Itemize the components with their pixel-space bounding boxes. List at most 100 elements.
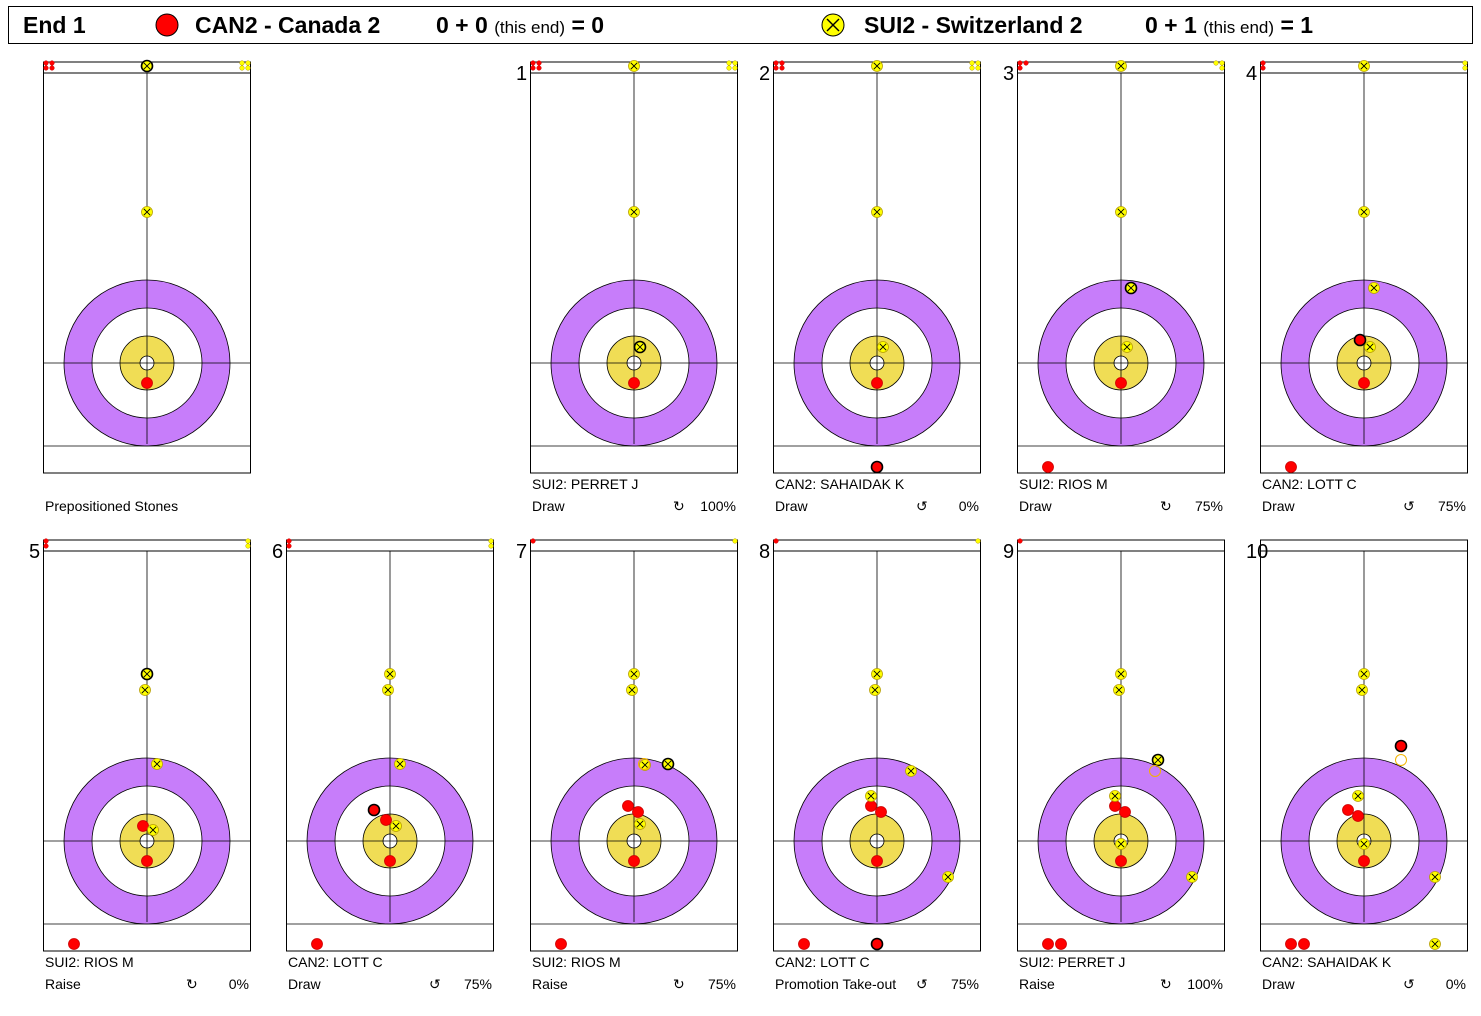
mini-yellow-stone (239, 60, 245, 66)
mini-red-stone (43, 60, 49, 66)
red-stone (1115, 855, 1127, 867)
red-stone (865, 800, 877, 812)
mini-yellow-stone (1462, 65, 1468, 71)
shot-panel-5: 5 SUI2: RIOS M Raise ↻ 0% (29, 536, 283, 1016)
curling-sheet (1017, 538, 1225, 952)
mini-yellow-stone (245, 65, 251, 71)
shot-panel-6: 6 CAN2: LOTT C Draw ↺ 75% (272, 536, 526, 1016)
mini-red-stone (49, 60, 55, 66)
team2-score: 0 + 1 (1145, 12, 1197, 38)
shot-type: Promotion Take-out (775, 976, 897, 992)
yellow-stone (1429, 938, 1441, 950)
red-stone (632, 806, 644, 818)
mini-red-stone (1260, 65, 1266, 71)
yellow-stone (1364, 341, 1376, 353)
mini-red-stone (43, 65, 49, 71)
shot-type: Draw (1019, 498, 1052, 514)
rotation-icon: ↻ (673, 498, 685, 514)
yellow-stone (628, 206, 640, 218)
shot-panel-3: 3 SUI2: RIOS M Draw ↻ 75% (1003, 58, 1257, 538)
shot-player: CAN2: SAHAIDAK K (775, 476, 905, 492)
curling-sheet (43, 538, 251, 952)
curling-sheet (1260, 539, 1468, 952)
curling-sheet (1017, 60, 1225, 474)
yellow-stone (1358, 60, 1370, 72)
shot-number: 4 (1246, 63, 1258, 85)
red-stone (137, 820, 149, 832)
yellow-stone (1115, 838, 1127, 850)
shot-percent: 100% (700, 498, 736, 514)
mini-yellow-stone (975, 65, 981, 71)
shot-number: 9 (1003, 541, 1015, 563)
team2-this-end: (this end) (1203, 18, 1275, 37)
yellow-stone (877, 341, 889, 353)
mini-red-stone (530, 538, 536, 544)
mini-yellow-stone (488, 538, 494, 544)
team1-score: 0 + 0 (436, 12, 488, 38)
end-header: End 1 CAN2 - Canada 2 0 + 0 (this end) =… (8, 6, 1473, 44)
red-stone (1042, 938, 1054, 950)
yellow-stone (1115, 668, 1127, 680)
red-stone (1353, 333, 1367, 347)
team2-name: SUI2 - Switzerland 2 (864, 12, 1083, 38)
shot-percent: 0% (1445, 976, 1466, 992)
shot-panel-9: 9 SUI2: PERRET J Raise ↻ 100% (1003, 536, 1257, 1016)
shot-percent: 75% (1437, 498, 1466, 514)
mini-yellow-stone (969, 65, 975, 71)
mini-red-stone (530, 65, 536, 71)
shot-panel-4: 4 CAN2: LOTT C Draw ↺ 75% (1246, 58, 1481, 538)
ghost-yellow-stone (638, 758, 650, 770)
yellow-stone (1368, 282, 1380, 294)
red-stone (1055, 938, 1067, 950)
curling-sheet (773, 60, 981, 474)
red-stone (870, 460, 884, 474)
red-stone (871, 855, 883, 867)
mini-red-stone (536, 65, 542, 71)
red-stone (141, 377, 153, 389)
shot-percent: 0% (958, 498, 979, 514)
shot-type: Raise (1019, 976, 1055, 992)
ghost-yellow-stone (1395, 754, 1407, 766)
yellow-stone (1109, 790, 1121, 802)
shot-percent: 75% (707, 976, 736, 992)
yellow-stone (140, 59, 154, 73)
rotation-icon: ↻ (1160, 498, 1172, 514)
mini-yellow-stone (1462, 60, 1468, 66)
yellow-stone (141, 206, 153, 218)
mini-yellow-stone (245, 538, 251, 544)
shot-number: 3 (1003, 63, 1015, 85)
mini-red-stone (1023, 60, 1029, 66)
shot-player: CAN2: SAHAIDAK K (1262, 954, 1392, 970)
curling-sheet (773, 538, 981, 952)
yellow-stone (871, 206, 883, 218)
rotation-icon: ↺ (1403, 498, 1415, 514)
yellow-stone (1186, 871, 1198, 883)
team2-score-line: 0 + 1 (this end) = 1 (1145, 7, 1313, 43)
yellow-stone (1115, 206, 1127, 218)
red-stone (1119, 806, 1131, 818)
red-stone (875, 806, 887, 818)
shot-panel-8: 8 CAN2: LOTT C Promotion Take-out ↺ 75% (759, 536, 1013, 1016)
yellow-stone (628, 60, 640, 72)
curling-sheet (286, 538, 494, 952)
shot-number: 10 (1246, 541, 1269, 563)
shot-panel-2: 2 CAN2: SAHAIDAK K Draw ↺ 0% (759, 58, 1013, 538)
mini-yellow-stone (732, 65, 738, 71)
mini-red-stone (1017, 538, 1023, 544)
shot-number: 8 (759, 541, 771, 563)
mini-red-stone (530, 60, 536, 66)
yellow-stone (1115, 60, 1127, 72)
shot-type: Draw (775, 498, 808, 514)
red-stone (1352, 810, 1364, 822)
shot-player: SUI2: PERRET J (1019, 954, 1126, 970)
red-stone (628, 855, 640, 867)
yellow-stone (1151, 753, 1165, 767)
red-stone (1042, 461, 1054, 473)
rotation-icon: ↻ (186, 976, 198, 992)
red-stone (1298, 938, 1310, 950)
mini-red-stone (1017, 60, 1023, 66)
shot-type: Draw (1262, 498, 1295, 514)
curling-sheet (43, 59, 251, 474)
yellow-stone (1358, 668, 1370, 680)
shot-type: Raise (45, 976, 81, 992)
